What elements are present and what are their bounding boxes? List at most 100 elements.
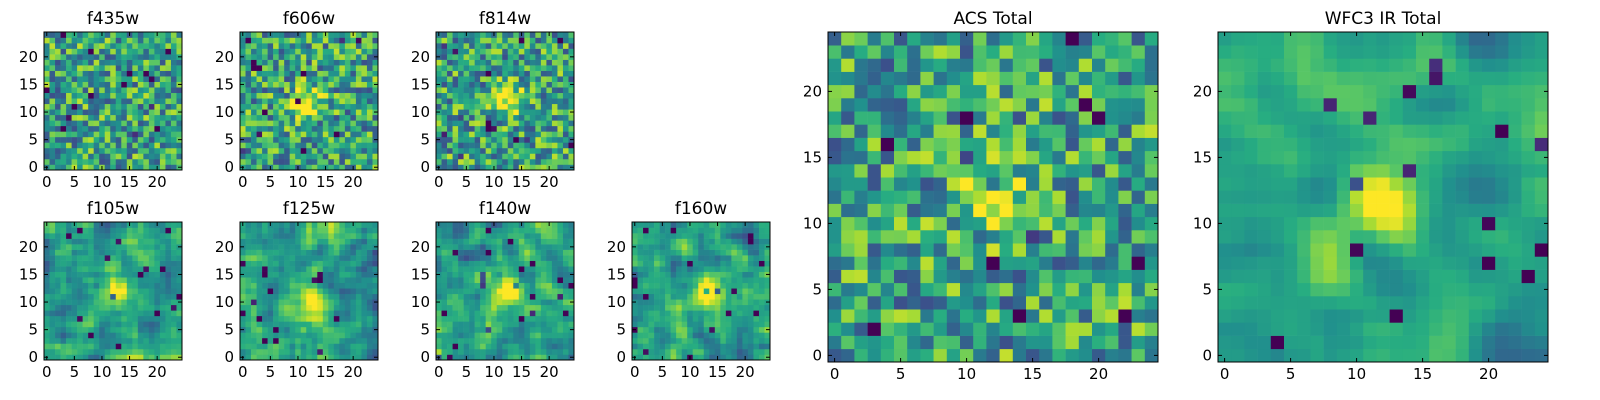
heatmap-cell (960, 243, 974, 257)
heatmap-cell (880, 190, 895, 204)
heatmap-cell (436, 304, 442, 311)
heatmap-cell (557, 293, 564, 300)
heatmap-cell (447, 321, 453, 328)
heatmap-cell (256, 266, 263, 272)
heatmap-cell (452, 277, 459, 284)
heatmap-cell (99, 249, 106, 256)
heatmap-cell (366, 299, 373, 306)
heatmap-cell (77, 260, 83, 267)
heatmap-cell (725, 315, 732, 322)
heatmap-cell (256, 321, 263, 328)
heatmap-cell (77, 343, 83, 350)
heatmap-cell (60, 249, 67, 256)
heatmap-cell (132, 348, 139, 355)
heatmap-cell (273, 125, 279, 132)
heatmap-cell (513, 114, 520, 121)
heatmap-cell (496, 299, 503, 306)
heatmap-cell (546, 136, 553, 143)
heatmap-cell (93, 310, 100, 317)
heatmap-cell (295, 43, 302, 49)
heatmap-cell (463, 282, 470, 289)
heatmap-cell (88, 271, 94, 278)
heatmap-cell (441, 37, 448, 44)
heatmap-cell (507, 244, 514, 250)
heatmap-cell (339, 164, 346, 171)
heatmap-cell (933, 203, 948, 218)
heatmap-cell (71, 233, 78, 239)
heatmap-cell (289, 125, 296, 132)
heatmap-cell (742, 304, 749, 311)
heatmap-cell (491, 277, 498, 284)
heatmap-cell (66, 222, 72, 228)
heatmap-cell (110, 65, 117, 71)
heatmap-cell (273, 255, 279, 261)
heatmap-cell (60, 37, 67, 44)
heatmap-cell (458, 65, 464, 71)
heatmap-cell (747, 255, 754, 261)
heatmap-cell (659, 321, 666, 328)
heatmap-cell (999, 309, 1014, 323)
heatmap-cell (306, 32, 313, 38)
heatmap-cell (148, 153, 155, 160)
heatmap-cell (300, 293, 307, 300)
heatmap-cell (474, 131, 481, 138)
heatmap-cell (55, 48, 61, 55)
heatmap-cell (681, 354, 688, 361)
heatmap-cell (328, 277, 335, 284)
heatmap-cell (339, 288, 346, 295)
heatmap-cell (507, 255, 514, 261)
heatmap-cell (551, 48, 558, 55)
heatmap-cell (110, 343, 117, 350)
heatmap-cell (256, 244, 263, 250)
heatmap-cell (176, 43, 183, 49)
heatmap-cell (568, 125, 575, 132)
heatmap-cell (524, 153, 531, 160)
heatmap-cell (659, 271, 666, 278)
heatmap-cell (317, 304, 324, 311)
heatmap-cell (350, 92, 357, 99)
heatmap-cell (676, 326, 682, 333)
heatmap-cell (841, 216, 855, 231)
heatmap-cell (306, 109, 313, 116)
heatmap-cell (540, 321, 547, 328)
heatmap-cell (110, 81, 117, 88)
heatmap-cell (88, 227, 94, 234)
heatmap-cell (747, 348, 754, 355)
heatmap-cell (104, 37, 111, 44)
heatmap-cell (115, 32, 122, 38)
heatmap-cell (115, 343, 122, 350)
heatmap-cell (458, 147, 464, 154)
heatmap-cell (104, 227, 111, 234)
heatmap-cell (463, 326, 470, 333)
heatmap-cell (132, 48, 139, 55)
heatmap-cell (513, 43, 520, 49)
heatmap-cell (344, 255, 351, 261)
heatmap-cell (148, 222, 155, 228)
heatmap-cell (66, 354, 72, 361)
heatmap-cell (632, 310, 638, 317)
heatmap-cell (758, 326, 765, 333)
heatmap-cell (447, 125, 453, 132)
heatmap-cell (502, 222, 509, 228)
heatmap-cell (55, 54, 61, 60)
heatmap-cell (692, 337, 699, 344)
heatmap-cell (933, 322, 948, 336)
heatmap-cell (284, 238, 290, 245)
heatmap-cell (284, 348, 290, 355)
heatmap-cell (143, 136, 150, 143)
y-tick-label: 20 (607, 238, 626, 256)
heatmap-cell (71, 136, 78, 143)
heatmap-cell (946, 243, 961, 257)
heatmap-cell (278, 249, 285, 256)
heatmap-cell (148, 260, 155, 267)
heatmap-cell (154, 348, 161, 355)
heatmap-cell (654, 266, 660, 272)
heatmap-cell (121, 120, 128, 127)
heatmap-cell (278, 158, 285, 165)
heatmap-cell (880, 335, 895, 350)
heatmap-cell (496, 238, 503, 245)
heatmap-cell (115, 92, 122, 99)
heatmap-cell (670, 255, 677, 261)
heatmap-cell (322, 238, 329, 245)
